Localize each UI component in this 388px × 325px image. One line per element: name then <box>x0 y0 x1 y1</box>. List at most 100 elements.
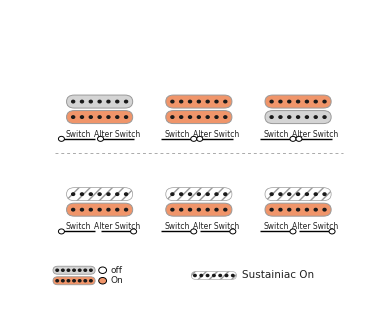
Circle shape <box>270 193 273 195</box>
Circle shape <box>73 269 75 271</box>
Circle shape <box>288 208 291 211</box>
Circle shape <box>171 208 174 211</box>
Circle shape <box>206 193 209 195</box>
Circle shape <box>116 208 119 211</box>
Circle shape <box>80 116 83 118</box>
Circle shape <box>78 280 81 282</box>
Circle shape <box>90 280 92 282</box>
Circle shape <box>288 100 291 103</box>
Circle shape <box>279 208 282 211</box>
Circle shape <box>116 116 119 118</box>
Circle shape <box>305 193 308 195</box>
FancyBboxPatch shape <box>265 203 331 216</box>
Circle shape <box>191 229 197 234</box>
Circle shape <box>288 116 291 118</box>
Circle shape <box>194 274 196 277</box>
Circle shape <box>171 193 174 195</box>
Circle shape <box>305 100 308 103</box>
Circle shape <box>107 208 110 211</box>
Circle shape <box>270 208 273 211</box>
Text: Alter Switch: Alter Switch <box>193 222 239 231</box>
Circle shape <box>89 208 92 211</box>
Circle shape <box>230 229 236 234</box>
FancyBboxPatch shape <box>265 95 331 108</box>
Text: Sustainiac On: Sustainiac On <box>242 270 315 280</box>
FancyBboxPatch shape <box>166 95 232 108</box>
Circle shape <box>89 116 92 118</box>
Circle shape <box>116 100 119 103</box>
Circle shape <box>125 116 128 118</box>
Circle shape <box>305 116 308 118</box>
Circle shape <box>314 208 317 211</box>
Circle shape <box>62 269 64 271</box>
Circle shape <box>131 229 137 234</box>
Circle shape <box>59 229 64 234</box>
Circle shape <box>84 280 87 282</box>
Circle shape <box>305 208 308 211</box>
Circle shape <box>98 193 101 195</box>
Circle shape <box>329 229 335 234</box>
Circle shape <box>189 193 192 195</box>
Text: Switch: Switch <box>65 130 91 139</box>
Text: On: On <box>110 276 123 285</box>
Circle shape <box>80 100 83 103</box>
Circle shape <box>171 100 174 103</box>
Circle shape <box>80 208 83 211</box>
Circle shape <box>98 116 101 118</box>
Circle shape <box>270 116 273 118</box>
Circle shape <box>189 100 192 103</box>
Circle shape <box>314 193 317 195</box>
Circle shape <box>290 229 296 234</box>
Circle shape <box>98 208 101 211</box>
Circle shape <box>290 136 296 141</box>
Circle shape <box>180 116 183 118</box>
Circle shape <box>189 116 192 118</box>
Text: Switch: Switch <box>165 130 190 139</box>
Circle shape <box>67 280 70 282</box>
Circle shape <box>72 100 74 103</box>
Circle shape <box>89 193 92 195</box>
Circle shape <box>191 136 197 141</box>
FancyBboxPatch shape <box>53 266 95 274</box>
Circle shape <box>99 267 107 273</box>
Circle shape <box>99 278 107 284</box>
FancyBboxPatch shape <box>67 188 133 201</box>
Circle shape <box>279 116 282 118</box>
Circle shape <box>323 208 326 211</box>
Circle shape <box>323 116 326 118</box>
Circle shape <box>171 116 174 118</box>
FancyBboxPatch shape <box>67 203 133 216</box>
FancyBboxPatch shape <box>265 188 331 201</box>
Circle shape <box>224 208 227 211</box>
Circle shape <box>206 208 209 211</box>
Text: Switch: Switch <box>65 222 91 231</box>
Circle shape <box>206 116 209 118</box>
Circle shape <box>125 193 128 195</box>
Circle shape <box>107 100 110 103</box>
FancyBboxPatch shape <box>191 271 236 280</box>
Text: Switch: Switch <box>264 130 289 139</box>
Circle shape <box>189 208 192 211</box>
Circle shape <box>197 208 200 211</box>
Circle shape <box>314 100 317 103</box>
Circle shape <box>125 100 128 103</box>
Text: Alter Switch: Alter Switch <box>193 130 239 139</box>
Circle shape <box>56 280 59 282</box>
Circle shape <box>279 193 282 195</box>
FancyBboxPatch shape <box>166 111 232 124</box>
Circle shape <box>67 269 70 271</box>
Circle shape <box>90 269 92 271</box>
Circle shape <box>288 193 291 195</box>
Circle shape <box>296 136 302 141</box>
Circle shape <box>323 193 326 195</box>
Text: Alter Switch: Alter Switch <box>94 130 140 139</box>
Circle shape <box>89 100 92 103</box>
Circle shape <box>72 193 74 195</box>
Text: Alter Switch: Alter Switch <box>94 222 140 231</box>
Circle shape <box>200 274 203 277</box>
Circle shape <box>107 116 110 118</box>
Text: Switch: Switch <box>264 222 289 231</box>
Circle shape <box>84 269 87 271</box>
Circle shape <box>215 193 218 195</box>
Circle shape <box>213 274 215 277</box>
